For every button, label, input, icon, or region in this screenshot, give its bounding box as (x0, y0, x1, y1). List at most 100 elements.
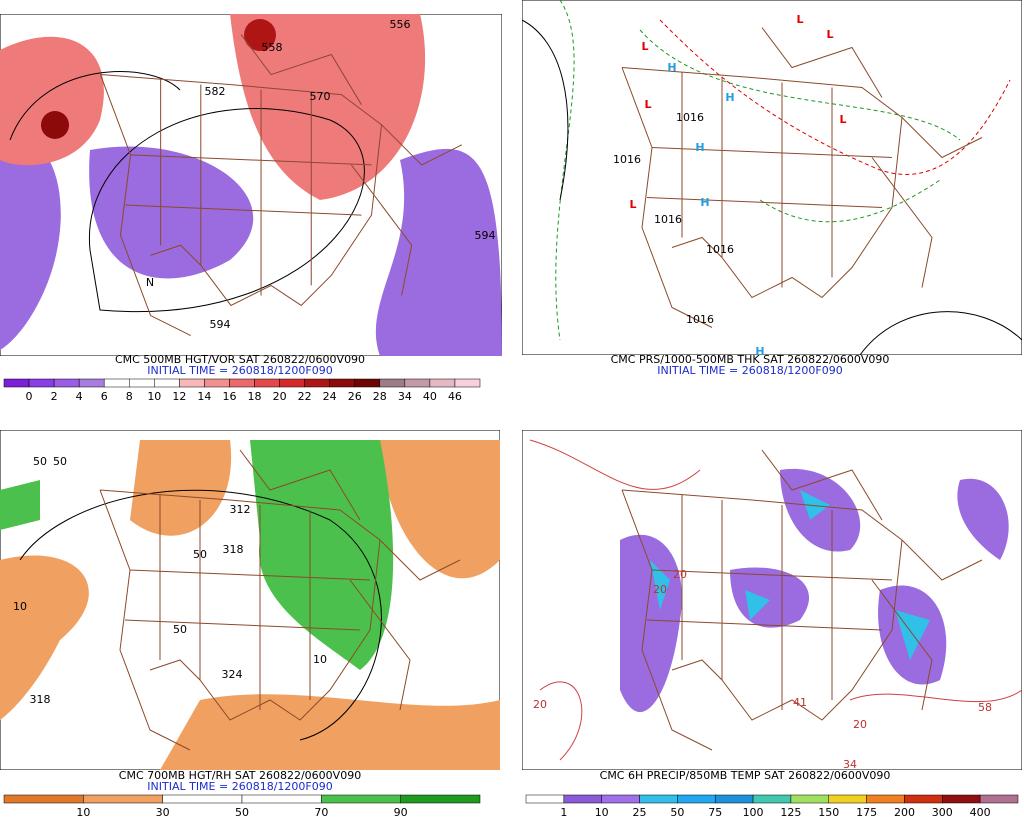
colorbar-swatch (942, 794, 981, 804)
map-label: N (146, 276, 154, 289)
map-label: 570 (310, 90, 331, 103)
colorbar-label: 125 (780, 806, 801, 819)
colorbar-label: 1 (560, 806, 567, 819)
colorbar-swatch (241, 794, 322, 804)
colorbar-swatch (53, 378, 80, 388)
colorbar-label: 100 (743, 806, 764, 819)
colorbar-label: 6 (101, 390, 108, 403)
colorbar-swatch (404, 378, 431, 388)
humidity-map (0, 430, 500, 770)
vorticity-map (0, 14, 502, 356)
colorbar-label: 26 (348, 390, 362, 403)
colorbar-label: 175 (856, 806, 877, 819)
map-label: L (796, 13, 803, 26)
colorbar-label: 200 (894, 806, 915, 819)
colorbar-swatch (790, 794, 830, 804)
colorbar-label: 90 (394, 806, 408, 819)
map-label: 594 (210, 318, 231, 331)
colorbar-label: 10 (595, 806, 609, 819)
colorbar-label: 10 (147, 390, 161, 403)
map-label: 1016 (613, 153, 641, 166)
colorbar-label: 8 (126, 390, 133, 403)
colorbar-label: 34 (398, 390, 412, 403)
colorbar-swatch (304, 378, 330, 388)
initial-time: INITIAL TIME = 260818/1200F090 (657, 364, 842, 377)
initial-time: INITIAL TIME = 260818/1200F090 (147, 780, 332, 793)
map-label: L (644, 98, 651, 111)
colorbar-swatch (254, 378, 280, 388)
map-label: 50 (173, 623, 187, 636)
map-label: L (629, 198, 636, 211)
colorbar-label: 14 (197, 390, 211, 403)
colorbar-swatch (3, 378, 30, 388)
map-label: 58 (978, 701, 992, 714)
colorbar-swatch (752, 794, 792, 804)
colorbar-swatch (400, 794, 481, 804)
map-label: 50 (193, 548, 207, 561)
colorbar-swatch (677, 794, 716, 804)
colorbar-swatch (329, 378, 355, 388)
colorbar-label: 10 (76, 806, 90, 819)
map-label: L (826, 28, 833, 41)
colorbar-label: 18 (248, 390, 262, 403)
colorbar-swatch (162, 794, 243, 804)
caption: CMC 6H PRECIP/850MB TEMP SAT 260822/0600… (600, 769, 891, 782)
colorbar-label: 24 (323, 390, 337, 403)
map-label: 20 (853, 718, 867, 731)
map-label: L (839, 113, 846, 126)
pressure-map (522, 0, 1022, 355)
map-label: 20 (673, 568, 687, 581)
map-label: H (755, 345, 764, 358)
colorbar-swatch (229, 378, 255, 388)
map-label: H (725, 91, 734, 104)
map-label: 324 (222, 668, 243, 681)
colorbar-label: 4 (76, 390, 83, 403)
map-label: 556 (390, 18, 411, 31)
colorbar-swatch (454, 378, 481, 388)
colorbar-swatch (204, 378, 230, 388)
colorbar-label: 70 (314, 806, 328, 819)
caption: CMC 500MB HGT/VOR SAT 260822/0600V090 (115, 353, 365, 366)
colorbar-swatch (525, 794, 565, 804)
colorbar-swatch (3, 794, 84, 804)
colorbar-swatch (78, 378, 105, 388)
map-label: 20 (533, 698, 547, 711)
map-label: 50 (33, 455, 47, 468)
map-label: 10 (13, 600, 27, 613)
colorbar-swatch (601, 794, 640, 804)
colorbar-label: 2 (51, 390, 58, 403)
map-label: 10 (313, 653, 327, 666)
colorbar-swatch (279, 378, 305, 388)
colorbar-swatch (639, 794, 678, 804)
colorbar-label: 300 (932, 806, 953, 819)
map-label: 1016 (654, 213, 682, 226)
colorbar-label: 46 (448, 390, 462, 403)
map-label: 34 (843, 758, 857, 771)
colorbar-label: 16 (222, 390, 236, 403)
precip-map (522, 430, 1022, 770)
colorbar-swatch (904, 794, 943, 804)
map-label: H (695, 141, 704, 154)
map-label: 318 (30, 693, 51, 706)
colorbar-swatch (179, 378, 205, 388)
colorbar-label: 150 (818, 806, 839, 819)
map-label: 594 (475, 229, 496, 242)
colorbar-swatch (321, 794, 401, 804)
colorbar-label: 40 (423, 390, 437, 403)
map-label: 50 (53, 455, 67, 468)
colorbar-swatch (28, 378, 55, 388)
map-label: 1016 (686, 313, 714, 326)
map-label: H (667, 61, 676, 74)
colorbar-swatch (866, 794, 905, 804)
colorbar-label: 12 (172, 390, 186, 403)
colorbar-swatch (563, 794, 602, 804)
map-label: 1016 (706, 243, 734, 256)
map-label: 582 (205, 85, 226, 98)
caption: CMC PRS/1000-500MB THK SAT 260822/0600V0… (611, 353, 890, 366)
colorbar-label: 50 (670, 806, 684, 819)
map-label: 318 (223, 543, 244, 556)
colorbar-swatch (103, 378, 130, 388)
colorbar-label: 75 (708, 806, 722, 819)
map-label: 41 (793, 696, 807, 709)
